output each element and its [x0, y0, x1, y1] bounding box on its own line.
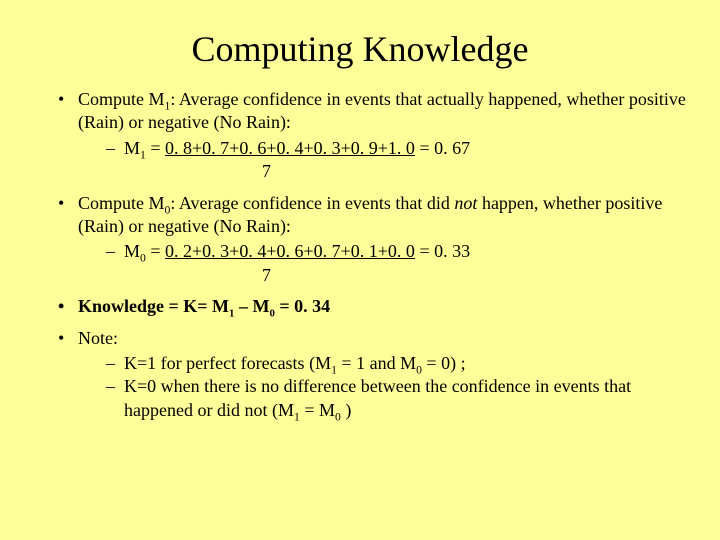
slide-title: Computing Knowledge	[30, 28, 690, 70]
knowledge-c: – M	[234, 296, 269, 316]
note2-m1a: M	[278, 400, 294, 420]
note1-m1a: M	[315, 353, 331, 373]
bullet-note: Note: K=1 for perfect forecasts (M1 = 1 …	[58, 327, 690, 423]
bullet-m0: Compute M0: Average confidence in events…	[58, 192, 690, 288]
m1-intro-a: Compute M	[78, 89, 165, 109]
m1-intro-b: : Average confidence in events that actu…	[78, 89, 686, 132]
note-1: K=1 for perfect forecasts (M1 = 1 and M0…	[106, 352, 690, 375]
m1-eq-b: =	[146, 138, 165, 158]
m1-equation: M1 = 0. 8+0. 7+0. 6+0. 4+0. 3+0. 9+1. 0 …	[106, 137, 690, 184]
note1-m0a: M	[400, 353, 416, 373]
m1-eq-c: = 0. 67	[415, 138, 470, 158]
m0-intro-b: : Average confidence in events that did	[170, 193, 454, 213]
m0-eq-frac: 0. 2+0. 3+0. 4+0. 6+0. 7+0. 1+0. 0	[165, 241, 415, 261]
m0-intro-a: Compute M	[78, 193, 165, 213]
m1-eq-a: M	[124, 138, 140, 158]
m0-eq-c: = 0. 33	[415, 241, 470, 261]
knowledge-d: = 0. 34	[275, 296, 330, 316]
m0-not: not	[454, 193, 477, 213]
m0-eq-a: M	[124, 241, 140, 261]
m0-denom: 7	[124, 264, 690, 287]
knowledge-b: = K= M	[164, 296, 229, 316]
note1-m1b: = 1 and	[337, 353, 400, 373]
m0-equation: M0 = 0. 2+0. 3+0. 4+0. 6+0. 7+0. 1+0. 0 …	[106, 240, 690, 287]
m1-denom: 7	[124, 160, 690, 183]
knowledge-a: Knowledge	[78, 296, 164, 316]
note2-mid: = M	[300, 400, 335, 420]
bullet-m1: Compute M1: Average confidence in events…	[58, 88, 690, 184]
bullet-list: Compute M1: Average confidence in events…	[30, 88, 690, 422]
note-label: Note:	[78, 328, 118, 348]
slide: Computing Knowledge Compute M1: Average …	[0, 0, 720, 450]
note2-a: K=0 when there is no difference between …	[124, 376, 631, 419]
m0-eq-b: =	[146, 241, 165, 261]
m1-eq-frac: 0. 8+0. 7+0. 6+0. 4+0. 3+0. 9+1. 0	[165, 138, 415, 158]
bullet-knowledge: Knowledge = K= M1 – M0 = 0. 34	[58, 295, 690, 318]
note1-m0b: = 0) ;	[422, 353, 466, 373]
note1-a: K=1 for perfect forecasts (	[124, 353, 315, 373]
note-2: K=0 when there is no difference between …	[106, 375, 690, 422]
note2-end: )	[341, 400, 352, 420]
